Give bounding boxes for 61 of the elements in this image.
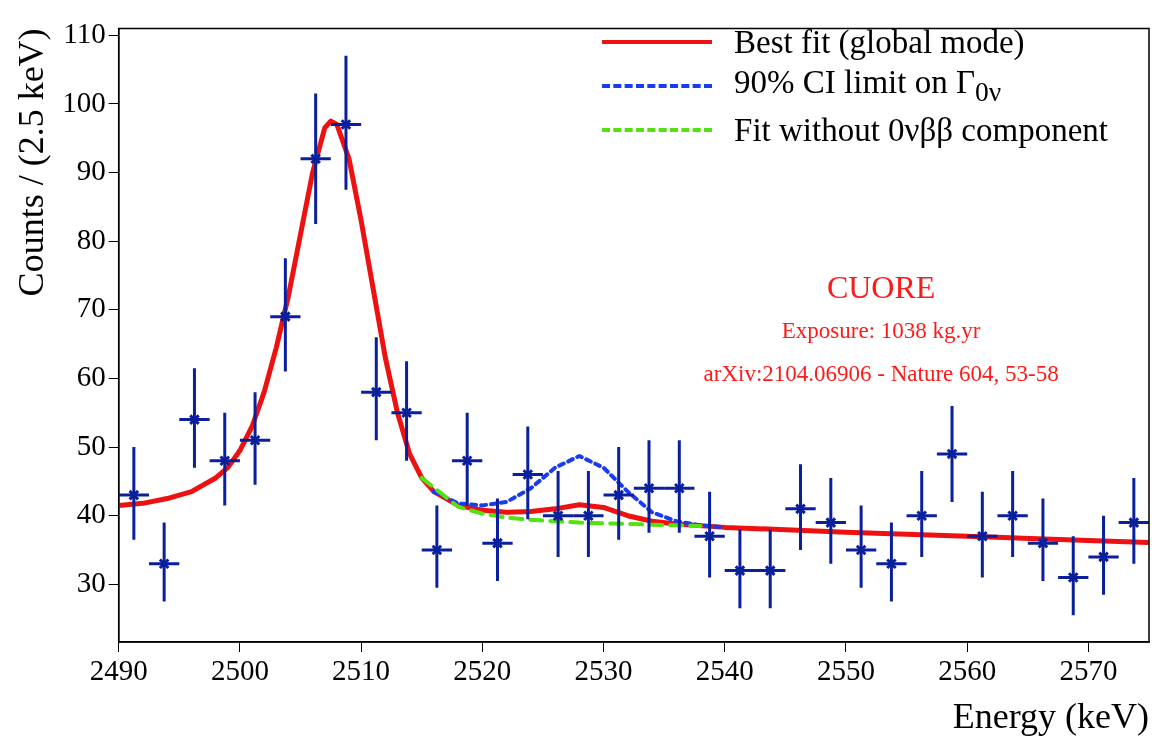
legend-label: Fit without 0νββ component (734, 111, 1108, 149)
y-tick-label: 30 (76, 565, 106, 598)
y-axis-title: Counts / (2.5 keV) (11, 28, 52, 297)
point (1128, 516, 1140, 529)
legend-label: 90% CI limit on Γ$_{0ν}$ (734, 64, 1002, 108)
point (491, 537, 504, 549)
point (340, 118, 352, 131)
point (1067, 571, 1079, 584)
point (522, 468, 534, 481)
point (643, 482, 655, 494)
y-tick-label: 80 (76, 222, 106, 255)
point (279, 310, 292, 323)
point (612, 489, 625, 501)
line-series (419, 475, 703, 529)
y-tick-label: 40 (76, 497, 106, 530)
point (158, 558, 170, 570)
point (1037, 537, 1049, 549)
x-tick-label: 2520 (453, 654, 512, 687)
point (249, 434, 261, 446)
point (128, 489, 140, 501)
point (309, 153, 322, 165)
point (1097, 551, 1110, 563)
x-tick-label: 2510 (332, 654, 391, 687)
point (794, 503, 807, 515)
y-tick-label: 70 (76, 291, 106, 324)
point (825, 516, 837, 529)
point (1006, 509, 1019, 522)
point (673, 482, 686, 494)
x-tick-label: 2550 (816, 654, 875, 687)
point (370, 386, 383, 398)
point (764, 564, 776, 577)
point (552, 509, 564, 522)
x-tick-label: 2530 (574, 654, 633, 687)
point (219, 455, 231, 467)
x-tick-label: 2500 (210, 654, 269, 687)
point (976, 530, 989, 543)
point (188, 413, 201, 426)
point (734, 564, 746, 577)
annotation: arXiv:2104.06906 - Nature 604, 53-58 (703, 361, 1059, 387)
x-axis-title: Energy (keV) (952, 695, 1149, 736)
point (855, 544, 867, 556)
x-tick-label: 2540 (695, 654, 754, 687)
x-tick-label: 2560 (938, 654, 997, 687)
y-tick-label: 50 (76, 428, 106, 461)
legend-label: Best fit (global mode) (734, 23, 1025, 61)
point (885, 558, 898, 570)
point (946, 448, 958, 460)
y-tick-label: 90 (76, 154, 106, 187)
point (915, 509, 928, 522)
annotation: CUORE (826, 269, 936, 306)
point (431, 544, 443, 556)
point (703, 530, 716, 543)
y-tick-label: 110 (63, 16, 106, 49)
point (582, 509, 595, 522)
annotation: Exposure: 1038 kg.yr (781, 318, 981, 344)
x-tick-label: 2570 (1059, 654, 1118, 687)
y-tick-label: 100 (62, 85, 106, 118)
point (461, 455, 473, 467)
point (400, 407, 413, 419)
x-tick-label: 2490 (89, 654, 148, 687)
y-tick-label: 60 (76, 360, 106, 393)
